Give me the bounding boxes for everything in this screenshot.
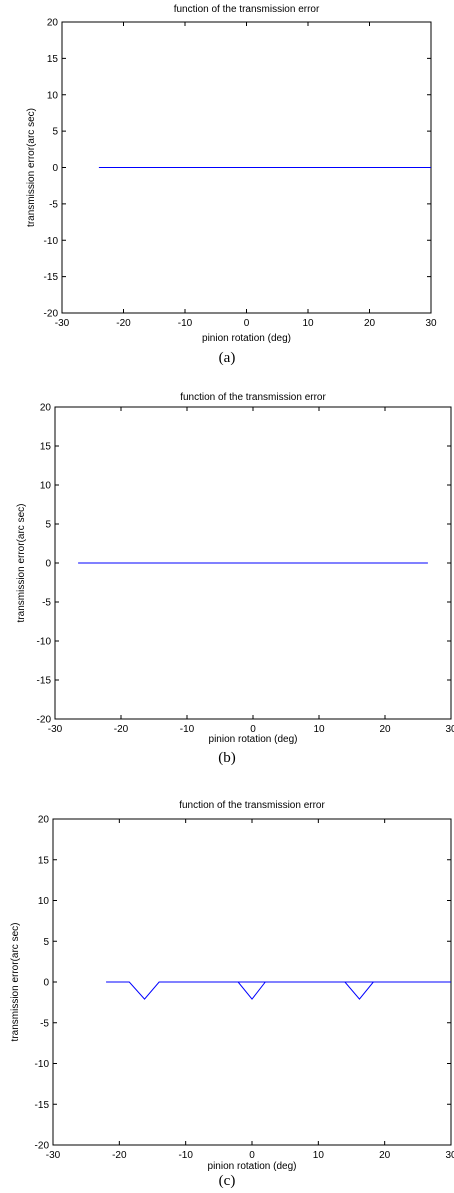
y-tick-label: -15 bbox=[37, 676, 52, 687]
x-tick-label: -10 bbox=[178, 1150, 193, 1161]
y-tick-label: 10 bbox=[47, 90, 59, 101]
x-tick-label: 20 bbox=[364, 318, 376, 329]
y-tick-label: -10 bbox=[35, 1059, 50, 1070]
x-tick-label: -10 bbox=[180, 724, 195, 735]
x-tick-label: 30 bbox=[445, 1150, 454, 1161]
y-tick-label: -20 bbox=[35, 1141, 50, 1152]
y-tick-label: -20 bbox=[37, 715, 52, 726]
chart-b: -30 -20 -10 0 10 20 3020151050-5-10-15-20funct… bbox=[16, 392, 454, 745]
x-tick-label: 0 bbox=[250, 724, 256, 735]
x-tick-label: -30 bbox=[48, 724, 63, 735]
x-tick-label: -20 bbox=[116, 318, 131, 329]
panel-label-b: (b) bbox=[218, 750, 236, 766]
chart-c: -30 -20 -10 0 10 20 3020151050-5-10-15-20funct… bbox=[10, 800, 454, 1172]
chart-panel-c: -30 -20 -10 0 10 20 30 20 15 10 5 0 -5 -10 -15 -20 funct… bbox=[0, 790, 454, 1193]
chart-a: -30 -20 -10 0 10 20 3020151050-5-10-15-20funct… bbox=[26, 4, 437, 344]
y-tick-label: 0 bbox=[52, 163, 58, 174]
panel-label-c: (c) bbox=[218, 1173, 236, 1189]
x-tick-label: 0 bbox=[249, 1150, 255, 1161]
y-tick-label: 0 bbox=[43, 978, 49, 989]
y-tick-label: -20 bbox=[44, 309, 59, 320]
data-series-line bbox=[106, 981, 451, 1000]
x-axis-label: pinion rotation (deg) bbox=[202, 333, 291, 344]
chart-panel-a: -30 -20 -10 0 10 20 30 20 15 10 5 0 -5 -10 -15 -20 funct… bbox=[0, 0, 454, 375]
x-tick-label: 0 bbox=[244, 318, 250, 329]
y-axis-label: transmission error(arc sec) bbox=[16, 504, 27, 623]
y-tick-label: -5 bbox=[42, 598, 51, 609]
y-tick-label: -15 bbox=[44, 272, 59, 283]
chart-title: function of the transmission error bbox=[179, 800, 325, 811]
y-tick-label: 5 bbox=[52, 127, 58, 138]
y-tick-label: 20 bbox=[47, 18, 59, 29]
y-tick-label: -15 bbox=[35, 1100, 50, 1111]
y-tick-label: 20 bbox=[38, 815, 50, 826]
y-tick-label: -5 bbox=[49, 199, 58, 210]
y-tick-label: 15 bbox=[40, 442, 52, 453]
x-tick-label: 30 bbox=[425, 318, 437, 329]
y-tick-label: 0 bbox=[45, 559, 51, 570]
x-tick-label: 10 bbox=[313, 724, 325, 735]
panel-label-a: (a) bbox=[218, 350, 236, 366]
x-tick-label: 30 bbox=[445, 724, 454, 735]
x-axis-label: pinion rotation (deg) bbox=[208, 1161, 297, 1172]
y-tick-label: 10 bbox=[38, 896, 50, 907]
chart-title: function of the transmission error bbox=[174, 4, 320, 15]
x-tick-label: -30 bbox=[46, 1150, 61, 1161]
x-tick-label: 10 bbox=[302, 318, 314, 329]
x-tick-label: -20 bbox=[114, 724, 129, 735]
chart-title: function of the transmission error bbox=[180, 392, 326, 403]
x-tick-label: 20 bbox=[379, 1150, 391, 1161]
y-axis-label: transmission error(arc sec) bbox=[26, 108, 37, 227]
y-axis-label: transmission error(arc sec) bbox=[10, 923, 21, 1042]
y-tick-label: -10 bbox=[44, 236, 59, 247]
y-tick-label: 15 bbox=[47, 54, 59, 65]
x-tick-label: 10 bbox=[313, 1150, 325, 1161]
y-tick-label: 5 bbox=[43, 937, 49, 948]
x-tick-label: 20 bbox=[379, 724, 391, 735]
y-tick-label: -5 bbox=[40, 1018, 49, 1029]
y-tick-label: 10 bbox=[40, 481, 52, 492]
y-tick-label: -10 bbox=[37, 637, 52, 648]
chart-panel-b: -30 -20 -10 0 10 20 30 20 15 10 5 0 -5 -10 -15 -20 funct… bbox=[0, 387, 454, 777]
x-tick-label: -10 bbox=[178, 318, 193, 329]
x-axis-label: pinion rotation (deg) bbox=[209, 734, 298, 745]
y-tick-label: 15 bbox=[38, 855, 50, 866]
y-tick-label: 20 bbox=[40, 403, 52, 414]
x-tick-label: -30 bbox=[55, 318, 70, 329]
x-tick-label: -20 bbox=[112, 1150, 127, 1161]
y-tick-label: 5 bbox=[45, 520, 51, 531]
